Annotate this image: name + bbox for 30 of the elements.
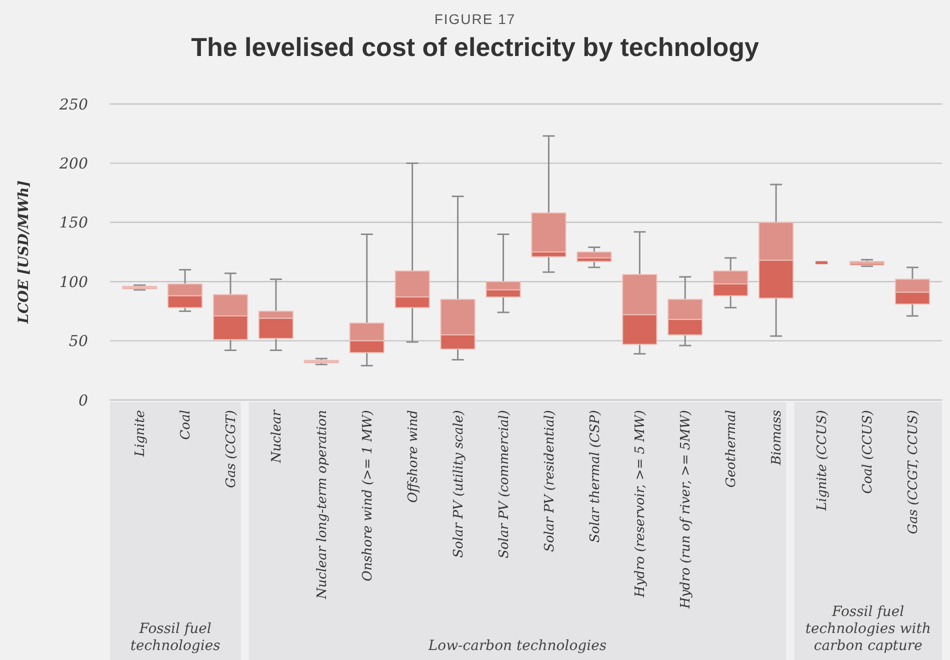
chart-subtitle: FIGURE 17 — [434, 11, 516, 27]
x-tick-label: Gas (CCGT) — [224, 410, 240, 488]
x-tick-label: Solar thermal (CSP) — [588, 410, 603, 543]
x-tick-label: Offshore wind — [406, 410, 421, 503]
y-tick-label: 100 — [59, 272, 88, 291]
x-tick-label: Nuclear — [269, 409, 284, 464]
x-tick-label: Solar PV (utility scale) — [451, 410, 466, 558]
text: Fossil fuel technologies — [130, 621, 220, 654]
chart-title: The levelised cost of electricity by technology — [191, 32, 760, 62]
x-tick-label: Hydro (run of river, >= 5MW) — [678, 410, 694, 610]
x-tick-label: Geothermal — [724, 410, 740, 488]
x-tick-label: Solar PV (commercial) — [496, 410, 512, 558]
x-tick-label: Coal (CCUS) — [860, 410, 876, 494]
y-tick-label: 250 — [58, 95, 88, 114]
x-tick-label: Coal — [178, 410, 194, 440]
x-tick-label: Lignite (CCUS) — [815, 410, 830, 512]
y-tick-label: 0 — [78, 391, 88, 410]
y-axis-title: LCOE [USD/MWh] — [16, 180, 32, 324]
x-tick-label: Solar PV (residential) — [542, 410, 558, 552]
text: Fossil fuel technologies with carbon capture — [805, 604, 931, 654]
y-tick-label: 50 — [68, 332, 88, 350]
x-tick-label: Hydro (reservoir, >= 5 MW) — [633, 410, 648, 598]
x-tick-label: Gas (CCGT, CCUS) — [906, 410, 921, 534]
x-tick-label: Lignite — [133, 410, 148, 458]
x-tick-label: Biomass — [770, 410, 785, 466]
y-tick-label: 200 — [58, 154, 88, 172]
x-tick-label: Nuclear long-term operation — [314, 410, 330, 600]
x-tick-label: Onshore wind (>= 1 MW) — [360, 410, 376, 582]
y-tick-label: 150 — [59, 214, 88, 232]
text: Low-carbon technologies — [427, 638, 607, 654]
